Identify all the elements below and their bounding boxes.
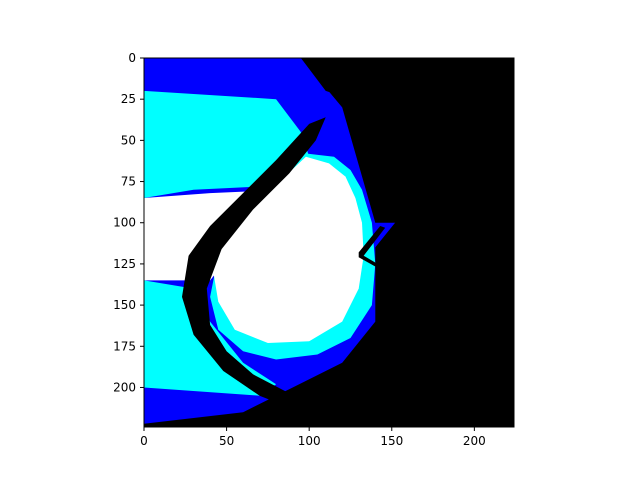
y-tick-label: 200 [113, 380, 136, 394]
x-axis: 0 50 100 150 200 [140, 427, 486, 448]
x-tick-label: 50 [219, 434, 234, 448]
plot-frame [143, 57, 515, 428]
x-tick-label: 150 [380, 434, 403, 448]
y-tick-label: 100 [113, 216, 136, 230]
y-tick-label: 25 [121, 92, 136, 106]
white-lens [213, 156, 364, 343]
y-tick-label: 175 [113, 339, 136, 353]
y-axis: 0 25 50 75 100 125 150 175 200 [113, 51, 144, 394]
black-band [182, 117, 326, 409]
thin-line [358, 226, 392, 274]
y-tick-label: 50 [121, 133, 136, 147]
y-tick-label: 150 [113, 298, 136, 312]
image-area [144, 58, 514, 427]
x-tick-label: 0 [140, 434, 148, 448]
right-background [300, 58, 514, 427]
y-tick-label: 125 [113, 257, 136, 271]
y-tick-label: 75 [121, 175, 136, 189]
y-tick-label: 0 [128, 51, 136, 65]
x-tick-label: 200 [463, 434, 486, 448]
x-tick-label: 100 [298, 434, 321, 448]
